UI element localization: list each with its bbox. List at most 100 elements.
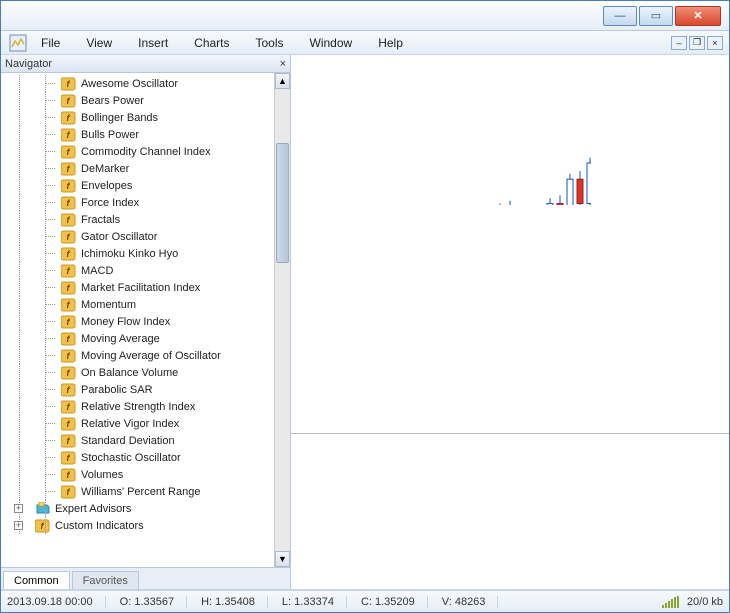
tree-item-label: Parabolic SAR <box>81 384 153 396</box>
tree-item-label: Momentum <box>81 299 136 311</box>
tree-item-label: Gator Oscillator <box>81 231 157 243</box>
tree-item[interactable]: fGator Oscillator <box>5 228 274 245</box>
tree-item[interactable]: fStochastic Oscillator <box>5 449 274 466</box>
tree-item[interactable]: fMoving Average of Oscillator <box>5 347 274 364</box>
indicator-icon: f <box>61 332 77 346</box>
tree-item-label: MACD <box>81 265 113 277</box>
tab-common[interactable]: Common <box>3 571 70 590</box>
tree-item-label: Force Index <box>81 197 139 209</box>
indicator-icon: f <box>61 162 77 176</box>
menu-file[interactable]: File <box>35 34 66 52</box>
navigator-title: Navigator <box>5 58 52 70</box>
tree-item[interactable]: fForce Index <box>5 194 274 211</box>
indicator-icon: f <box>61 264 77 278</box>
tree-item-label: Fractals <box>81 214 120 226</box>
indicator-icon: f <box>61 485 77 499</box>
status-datetime: 2013.09.18 00:00 <box>7 596 106 608</box>
navigator-tree[interactable]: fAwesome OscillatorfBears PowerfBollinge… <box>1 73 274 567</box>
tree-item[interactable]: fVolumes <box>5 466 274 483</box>
app-icon <box>9 34 27 52</box>
status-volume: V: 48263 <box>442 596 499 608</box>
indicator-icon: f <box>61 94 77 108</box>
navigator-panel: Navigator × fAwesome OscillatorfBears Po… <box>1 55 291 589</box>
tree-group-label: Expert Advisors <box>55 503 131 515</box>
tree-item-label: Money Flow Index <box>81 316 170 328</box>
tree-item[interactable]: f Envelopes <box>5 177 274 194</box>
indicator-icon: f <box>61 349 77 363</box>
tree-item[interactable]: fBollinger Bands <box>5 109 274 126</box>
tree-item[interactable]: fStandard Deviation <box>5 432 274 449</box>
tree-item-label: Volumes <box>81 469 123 481</box>
scroll-thumb[interactable] <box>276 143 289 263</box>
tree-item[interactable]: fIchimoku Kinko Hyo <box>5 245 274 262</box>
tree-item[interactable]: f Moving Average <box>5 330 274 347</box>
tree-item[interactable]: f Money Flow Index <box>5 313 274 330</box>
subwindow-separator <box>291 433 729 434</box>
tree-group[interactable]: +fCustom Indicators <box>5 517 274 534</box>
indicator-icon: f <box>61 298 77 312</box>
indicator-icon: f <box>61 179 77 193</box>
window-close-button[interactable]: ✕ <box>675 6 721 26</box>
menu-bar: File View Insert Charts Tools Window Help – ❐ … <box>1 31 729 55</box>
tree-item[interactable]: fRelative Vigor Index <box>5 415 274 432</box>
navigator-tabs: Common Favorites <box>1 567 290 589</box>
indicator-icon: f <box>61 434 77 448</box>
connection-icon <box>662 596 679 608</box>
tree-item-label: On Balance Volume <box>81 367 178 379</box>
tab-favorites[interactable]: Favorites <box>72 571 139 590</box>
navigator-header: Navigator × <box>1 55 290 73</box>
tree-item-label: Moving Average <box>81 333 160 345</box>
window-maximize-button[interactable]: ▭ <box>639 6 673 26</box>
indicator-icon: f <box>61 145 77 159</box>
tree-item[interactable]: f Parabolic SAR <box>5 381 274 398</box>
tree-item-label: Awesome Oscillator <box>81 78 178 90</box>
tree-item[interactable]: f On Balance Volume <box>5 364 274 381</box>
expert-advisors-icon <box>35 502 51 516</box>
status-high: H: 1.35408 <box>201 596 268 608</box>
menu-insert[interactable]: Insert <box>132 34 174 52</box>
tree-item[interactable]: fAwesome Oscillator <box>5 75 274 92</box>
tree-item[interactable]: f Commodity Channel Index <box>5 143 274 160</box>
mdi-controls: – ❐ × <box>671 36 723 50</box>
indicator-icon: f <box>61 111 77 125</box>
app-window: — ▭ ✕ File View Insert Charts Tools Window Hel… <box>0 0 730 613</box>
indicator-icon: f <box>61 213 77 227</box>
tree-item[interactable]: fRelative Strength Index <box>5 398 274 415</box>
navigator-close-button[interactable]: × <box>280 58 286 70</box>
indicator-icon: f <box>61 128 77 142</box>
tree-item[interactable]: f Fractals <box>5 211 274 228</box>
menu-help[interactable]: Help <box>372 34 409 52</box>
mdi-restore-button[interactable]: ❐ <box>689 36 705 50</box>
tree-item-label: Williams' Percent Range <box>81 486 200 498</box>
indicator-icon: f <box>61 366 77 380</box>
mdi-minimize-button[interactable]: – <box>671 36 687 50</box>
tree-item[interactable]: f Williams' Percent Range <box>5 483 274 500</box>
tree-item-label: Bears Power <box>81 95 144 107</box>
scroll-up-button[interactable]: ▲ <box>275 73 290 89</box>
status-low: L: 1.33374 <box>282 596 347 608</box>
window-minimize-button[interactable]: — <box>603 6 637 26</box>
main-body: Navigator × fAwesome OscillatorfBears Po… <box>1 55 729 590</box>
tree-item[interactable]: fDeMarker <box>5 160 274 177</box>
tree-item-label: Commodity Channel Index <box>81 146 211 158</box>
chart-area[interactable]: Edit Indicator fCCI(14) properties...fDe… <box>291 55 729 589</box>
tree-item-label: Stochastic Oscillator <box>81 452 181 464</box>
tree-item-label: Envelopes <box>81 180 132 192</box>
menu-tools[interactable]: Tools <box>250 34 290 52</box>
scroll-down-button[interactable]: ▼ <box>275 551 290 567</box>
tree-item[interactable]: f MACD <box>5 262 274 279</box>
menu-view[interactable]: View <box>80 34 118 52</box>
menu-charts[interactable]: Charts <box>188 34 235 52</box>
status-close: C: 1.35209 <box>361 596 428 608</box>
price-chart[interactable] <box>291 55 591 205</box>
menu-window[interactable]: Window <box>304 34 359 52</box>
tree-item[interactable]: f Bears Power <box>5 92 274 109</box>
tree-item[interactable]: f Momentum <box>5 296 274 313</box>
tree-item[interactable]: fBulls Power <box>5 126 274 143</box>
indicator-icon: f <box>61 315 77 329</box>
indicator-icon: f <box>61 383 77 397</box>
navigator-scrollbar[interactable]: ▲ ▼ <box>274 73 290 567</box>
mdi-close-button[interactable]: × <box>707 36 723 50</box>
tree-group[interactable]: +Expert Advisors <box>5 500 274 517</box>
tree-item[interactable]: fMarket Facilitation Index <box>5 279 274 296</box>
